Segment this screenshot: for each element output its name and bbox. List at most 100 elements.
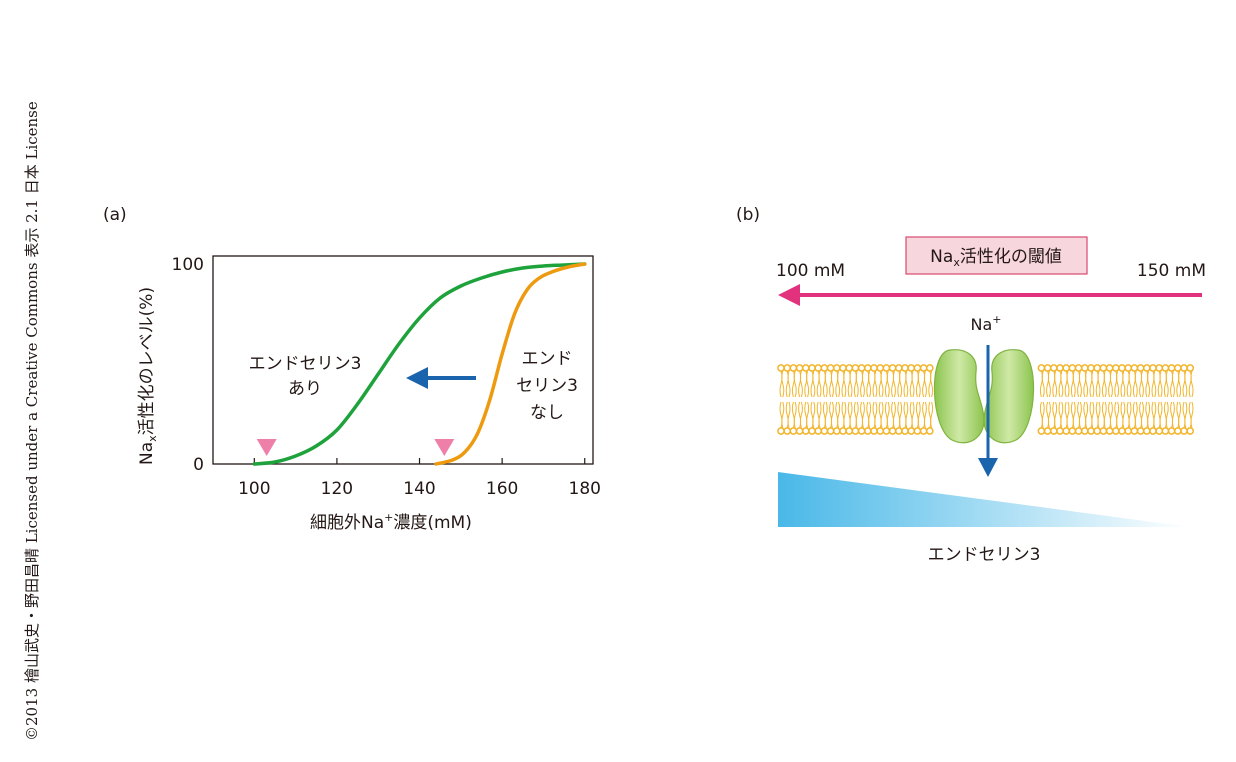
lipid-tail (874, 401, 878, 429)
lipid-head (1080, 364, 1089, 372)
lipid-tail (1159, 370, 1163, 398)
lipid-tail (837, 370, 841, 398)
lipid-head (845, 364, 854, 372)
lipid-head (808, 427, 816, 435)
lipid-tail (1047, 401, 1051, 429)
lipid-head (1142, 427, 1151, 435)
lipid-head (1180, 364, 1188, 372)
lipid-tail (911, 401, 915, 429)
lipid-head (1043, 364, 1052, 372)
lipid-tail (1085, 370, 1089, 398)
lipid-tail (1122, 401, 1126, 429)
lipid-tail (1109, 370, 1113, 398)
x-tick-label: 100 (238, 479, 270, 499)
lipid-tail (917, 370, 921, 398)
svg-text:Nax活性化の閾値: Nax活性化の閾値 (930, 247, 1062, 269)
lipid-head (913, 364, 922, 372)
lipid-head (839, 364, 847, 372)
left-concentration: 100 mM (776, 261, 845, 281)
lipid-head (857, 364, 866, 372)
lipid-tail (1054, 401, 1058, 429)
lipid-head (783, 427, 792, 435)
y-tick-label: 0 (193, 455, 204, 475)
lipid-tail (1171, 370, 1175, 398)
lipid-head (851, 427, 860, 435)
ion-label: Na+ (971, 313, 1002, 334)
lipid-head (1056, 427, 1064, 435)
lipid-head (814, 427, 823, 435)
lipid-tail (824, 370, 828, 398)
lipid-head (1087, 364, 1095, 372)
lipid-head (1037, 364, 1046, 372)
plot-frame (212, 255, 594, 465)
lipid-tail (1097, 370, 1101, 398)
lipid-tail (1153, 370, 1157, 398)
lipid-head (832, 427, 841, 435)
lipid-head (826, 364, 835, 372)
lipid-head (1173, 364, 1182, 372)
lipid-tail (781, 401, 785, 429)
lipid-head (888, 427, 897, 435)
lipid-tail (1091, 401, 1095, 429)
lipid-head (808, 364, 816, 372)
lipid-head (795, 364, 804, 372)
lipid-head (1099, 364, 1108, 372)
lipid-head (1068, 427, 1077, 435)
lipid-tail (1097, 401, 1101, 429)
lipid-tail (930, 401, 934, 429)
lipid-head (820, 427, 829, 435)
lipid-head (845, 427, 854, 435)
lipid-tail (799, 370, 803, 398)
y-ticks: 0 100 (172, 255, 204, 475)
lipid-head (925, 364, 934, 372)
lipid-tail (849, 401, 853, 429)
lipid-tail (1165, 370, 1169, 398)
curve-without-endothelin (434, 262, 587, 466)
lipid-tail (812, 401, 816, 429)
lipid-tail (787, 370, 791, 398)
lipid-tail (843, 370, 847, 398)
lipid-tail (923, 401, 927, 429)
lipid-head (1173, 427, 1182, 435)
annotation-with-line1: エンドセリン3 (249, 354, 362, 374)
lipid-head (907, 427, 916, 435)
lipid-head (839, 427, 847, 435)
x-tick-label: 140 (403, 479, 435, 499)
lipid-tail (905, 370, 909, 398)
lipid-head (1118, 364, 1126, 372)
lipid-tail (793, 401, 797, 429)
lipid-tail (1116, 370, 1120, 398)
lipid-tail (1134, 370, 1138, 398)
lipid-head (1062, 364, 1071, 372)
lipid-tail (917, 401, 921, 429)
lipid-head (1099, 427, 1108, 435)
lipid-head (1074, 427, 1083, 435)
lipid-tail (830, 370, 834, 398)
lipid-tail (1171, 401, 1175, 429)
panel-b-label: (b) (736, 205, 760, 225)
lipid-tail (1103, 370, 1107, 398)
concentration-arrow (778, 284, 1202, 306)
annotation-with-line2: あり (288, 379, 322, 399)
lipid-head (919, 427, 928, 435)
panel-a-label: (a) (103, 205, 127, 225)
curve-with-endothelin (252, 262, 587, 466)
lipid-head (1130, 364, 1139, 372)
lipid-tail (1072, 370, 1076, 398)
lipid-head (925, 427, 934, 435)
lipid-tail (843, 401, 847, 429)
lipid-head (1155, 427, 1164, 435)
lipid-head (1043, 427, 1052, 435)
lipid-head (870, 427, 878, 435)
lipid-tail (880, 370, 884, 398)
lipid-tail (1140, 370, 1144, 398)
lipid-tail (806, 370, 810, 398)
lipid-tail (806, 401, 810, 429)
lipid-head (882, 364, 891, 372)
lipid-head (1186, 427, 1195, 435)
lipid-head (1105, 364, 1114, 372)
lipid-tail (1184, 370, 1188, 398)
lipid-head (783, 364, 792, 372)
lipid-tail (1128, 370, 1132, 398)
